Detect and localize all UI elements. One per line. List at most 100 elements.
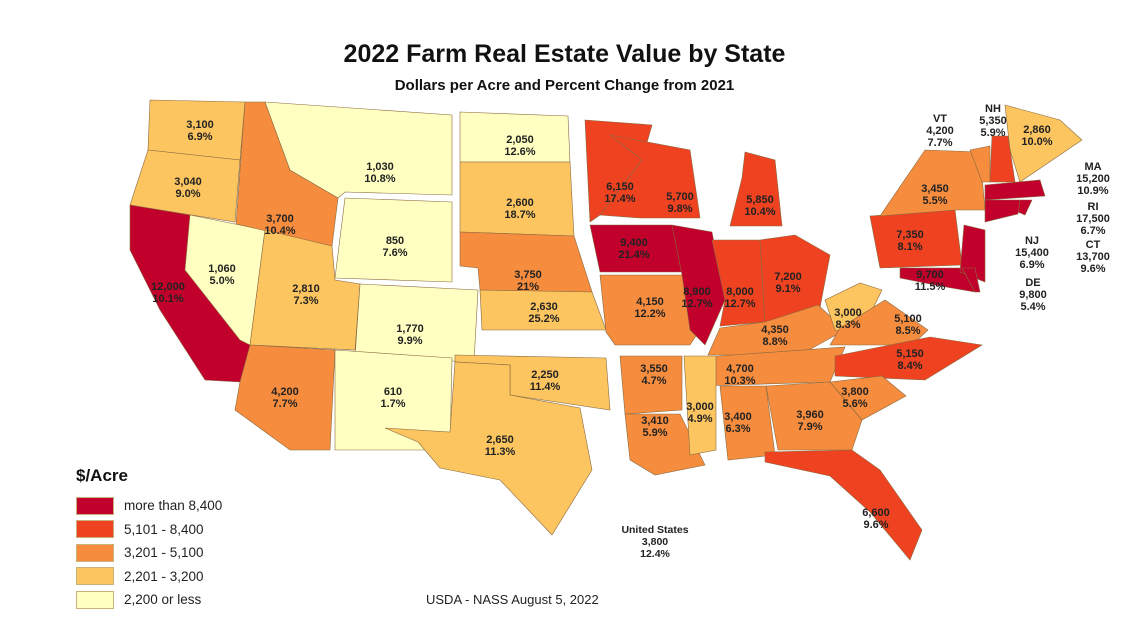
state-value-label: 610 <box>384 386 402 398</box>
state-de <box>961 267 981 293</box>
legend-item: more than 8,400 <box>76 494 222 518</box>
state-change-label: 12.7% <box>724 298 755 310</box>
state-il <box>671 224 726 346</box>
state-ma <box>984 179 1046 201</box>
state-value-label: 2,860 <box>1023 124 1051 136</box>
state-value-label: 3,960 <box>796 409 824 421</box>
state-mt <box>264 101 453 199</box>
state-oh <box>759 234 831 323</box>
legend: $/Acre more than 8,400 5,101 - 8,400 3,201… <box>76 466 222 612</box>
state-ar <box>619 355 683 415</box>
state-label-label: MA <box>1084 161 1101 173</box>
state-value-label: 12,000 <box>151 281 185 293</box>
state-change-label: 10.0% <box>1021 136 1052 148</box>
legend-item: 2,201 - 3,200 <box>76 565 222 589</box>
state-change-label: 10.3% <box>724 375 755 387</box>
state-change-label: 11.4% <box>530 381 561 393</box>
state-value-label: 3,410 <box>641 415 669 427</box>
state-change-label: 12.2% <box>634 308 665 320</box>
state-label-label: NJ <box>1025 235 1039 247</box>
legend-swatch <box>76 520 114 539</box>
state-value-label: 4,200 <box>271 386 299 398</box>
state-value-label: 5,700 <box>666 191 694 203</box>
state-ga <box>765 381 863 451</box>
state-mi <box>729 151 783 227</box>
state-value-label: 2,600 <box>506 197 534 209</box>
state-change-label: 9.6% <box>863 519 888 531</box>
state-value-label: 9,400 <box>620 237 648 249</box>
state-value-label: 1,030 <box>366 161 394 173</box>
legend-label: more than 8,400 <box>124 498 223 514</box>
state-value-label: 3,450 <box>921 183 949 195</box>
state-sc <box>829 375 907 421</box>
state-change-label: 10.4% <box>264 225 295 237</box>
state-label-label: DE <box>1025 277 1040 289</box>
map-subtitle: Dollars per Acre and Percent Change from… <box>394 77 735 94</box>
state-change-label: 8.3% <box>835 319 860 331</box>
state-change-label: 9.9% <box>397 335 422 347</box>
state-value-label: 2,810 <box>292 283 320 295</box>
state-value-label: 8,000 <box>726 286 754 298</box>
legend-label: 5,101 - 8,400 <box>124 521 204 537</box>
state-change-label: 21.4% <box>618 249 649 261</box>
legend-label: 2,201 - 3,200 <box>124 568 204 584</box>
state-value-label: 3,550 <box>640 363 668 375</box>
state-change-label: 5.4% <box>1020 301 1045 313</box>
legend-label: 2,200 or less <box>124 592 202 608</box>
state-change-label: 5.9% <box>642 427 667 439</box>
state-in <box>711 239 766 327</box>
united-states-summary: United States 3,800 12.4% <box>600 524 710 560</box>
state-change-label: 9.1% <box>775 283 800 295</box>
state-change-label: 4.9% <box>687 413 712 425</box>
state-md <box>899 267 976 293</box>
state-label-label: CT <box>1086 239 1101 251</box>
state-change-label: 6.9% <box>1019 259 1044 271</box>
state-value-label: 3,800 <box>841 386 869 398</box>
state-change-label: 11.3% <box>485 446 516 458</box>
state-change-label: 6.7% <box>1080 225 1105 237</box>
state-or <box>129 149 241 223</box>
state-ct <box>984 199 1021 223</box>
state-change-label: 11.5% <box>915 281 946 293</box>
state-value-label: 6,150 <box>606 181 634 193</box>
state-change-label: 8.4% <box>897 360 922 372</box>
state-change-label: 10.9% <box>1077 185 1108 197</box>
map-title: 2022 Farm Real Estate Value by State <box>343 40 786 68</box>
state-nc <box>834 336 983 381</box>
state-change-label: 10.1% <box>152 293 183 305</box>
state-ms <box>683 355 717 456</box>
state-va <box>829 299 929 346</box>
us-label: United States <box>621 524 689 536</box>
state-value-label: 9,700 <box>916 269 944 281</box>
state-value-label: 1,060 <box>208 263 236 275</box>
state-value-label: 2,630 <box>530 301 558 313</box>
state-value-label: 3,750 <box>514 269 542 281</box>
state-value-label: 9,800 <box>1019 289 1047 301</box>
state-la <box>624 413 706 476</box>
state-change-label: 4.7% <box>641 375 666 387</box>
state-value-label: 1,770 <box>396 323 424 335</box>
legend-item: 3,201 - 5,100 <box>76 541 222 565</box>
state-change-label: 6.3% <box>725 423 750 435</box>
state-value-label: 4,350 <box>761 324 789 336</box>
state-change-label: 5.6% <box>842 398 867 410</box>
state-value-label: 6,600 <box>862 507 890 519</box>
state-value-label: 3,400 <box>724 411 752 423</box>
state-value-label: 5,850 <box>746 194 774 206</box>
state-value-label: 4,700 <box>726 363 754 375</box>
state-change-label: 9.0% <box>175 188 200 200</box>
state-value-label: 5,150 <box>896 348 924 360</box>
state-label-label: RI <box>1088 201 1099 213</box>
legend-swatch <box>76 496 114 515</box>
state-value-label: 3,000 <box>686 401 714 413</box>
state-value-label: 15,400 <box>1015 247 1049 259</box>
legend-title: $/Acre <box>76 466 128 485</box>
state-change-label: 7.9% <box>797 421 822 433</box>
state-change-label: 6.9% <box>187 131 212 143</box>
state-change-label: 7.6% <box>382 247 407 259</box>
state-change-label: 18.7% <box>504 209 535 221</box>
legend-label: 3,201 - 5,100 <box>124 545 204 561</box>
legend-swatch <box>76 590 114 609</box>
